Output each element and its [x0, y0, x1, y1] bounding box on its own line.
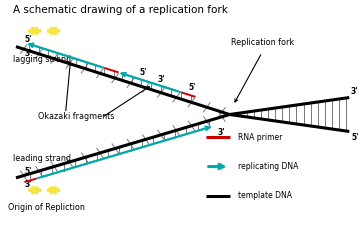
Text: 3': 3' [24, 49, 32, 58]
Text: 5': 5' [188, 83, 196, 92]
Text: Replication fork: Replication fork [230, 38, 294, 47]
Text: 5': 5' [24, 166, 32, 176]
Text: 3': 3' [24, 180, 32, 189]
Text: Origin of Repliction: Origin of Repliction [8, 203, 85, 212]
Text: 3': 3' [351, 87, 359, 96]
Text: replicating DNA: replicating DNA [238, 162, 298, 171]
Text: lagging strand: lagging strand [13, 55, 71, 64]
Text: RNA primer: RNA primer [238, 133, 283, 142]
Text: template DNA: template DNA [238, 191, 292, 200]
Text: leading strand: leading strand [13, 154, 71, 163]
Text: Okazaki fragments: Okazaki fragments [37, 112, 114, 121]
Text: 3': 3' [158, 75, 166, 84]
Text: 3': 3' [218, 128, 225, 137]
Text: A schematic drawing of a replication fork: A schematic drawing of a replication for… [13, 5, 228, 15]
Text: 5': 5' [351, 133, 359, 142]
Text: 5': 5' [24, 35, 32, 44]
Text: 5': 5' [139, 68, 147, 77]
